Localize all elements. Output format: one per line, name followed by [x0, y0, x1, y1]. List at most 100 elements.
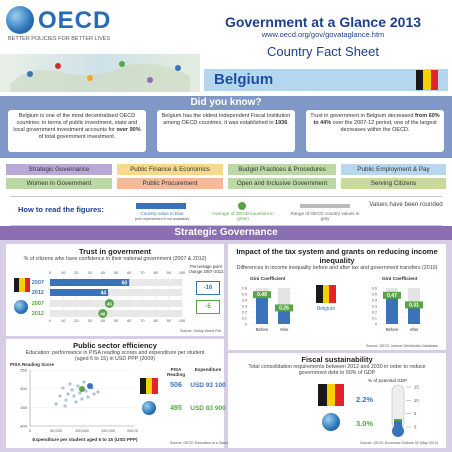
- tax-tick: 0.2: [242, 311, 247, 315]
- topic-serving-citizens[interactable]: Serving Citizens: [341, 178, 446, 189]
- topic-public-finance[interactable]: Public Finance & Economics: [117, 164, 223, 175]
- tax-title: Impact of the tax system and grants on r…: [236, 247, 438, 265]
- tax-tick: 0.4: [242, 299, 247, 303]
- fiscal-tick: 10: [414, 398, 419, 403]
- trust-range-bar: [50, 289, 182, 296]
- tax-bar-label: After: [410, 327, 419, 332]
- trust-oecd-dot: [104, 299, 114, 308]
- efficiency-x-tick: 150,000: [101, 429, 115, 433]
- trust-subtitle: % of citizens who have confidence in the…: [23, 256, 207, 262]
- tax-value-tag: [405, 301, 423, 309]
- tax-tick: 0.1: [372, 317, 377, 321]
- tax-bar: [386, 295, 398, 324]
- page-title: Government at a Glance 2013: [224, 14, 422, 30]
- efficiency-source: Source: OECD Education at a Glance 2012: [170, 441, 240, 445]
- fact-3-highlight: from 60% to 44%: [313, 113, 440, 126]
- trust-year-label: 2012: [32, 311, 44, 317]
- efficiency-subtitle: Education: performance in PISA reading s…: [25, 350, 205, 362]
- trust-year-label: 2007: [32, 280, 44, 286]
- fiscal-oecd-logo-icon: [322, 413, 340, 431]
- fact-1-tail: of total government investment.: [38, 134, 116, 140]
- legend-rounded-text: Values have been rounded: [369, 201, 443, 208]
- trust-chart: 0 10 20 30 40 50 60 70 80 90 100 0 10 20 30 40 50 60 70 80…: [32, 271, 185, 323]
- tax-value-label: 0.47: [387, 293, 397, 299]
- efficiency-x-tick: 200,000: [127, 429, 138, 433]
- oecd-logo-tagline: BETTER POLICIES FOR BETTER LIVES: [8, 36, 111, 42]
- trust-tick-top: 30: [87, 271, 91, 275]
- fiscal-country-fill: [394, 421, 402, 427]
- trust-tick-top: 70: [140, 271, 144, 275]
- fact-card-3: Trust in government in Belgium decreased…: [306, 110, 444, 152]
- tax-left-title: Gini Coefficient: [250, 277, 286, 282]
- tax-tick: 0.1: [242, 317, 247, 321]
- tax-bar: [278, 308, 290, 324]
- trust-tick-top: 20: [74, 271, 78, 275]
- tax-bar: [408, 305, 420, 324]
- tax-tick: 0.4: [372, 299, 377, 303]
- trust-tick-top: 0: [49, 271, 51, 275]
- tax-right-title: Gini Coefficient: [382, 277, 418, 282]
- did-you-know-title: Did you know?: [190, 97, 262, 108]
- fiscal-country-value: 2.2%: [356, 395, 374, 404]
- page-url-link[interactable]: www.oecd.org/gov/govataglance.htm: [261, 30, 385, 39]
- legend-range-bar: [300, 204, 350, 208]
- legend-country-note: (not represented if not available): [134, 217, 190, 221]
- fiscal-tick: 15: [414, 385, 419, 390]
- efficiency-y-tick: 450: [20, 405, 27, 410]
- efficiency-oecd-logo-icon: [142, 401, 156, 415]
- topic-open-government[interactable]: Open and Inclusive Government: [228, 178, 336, 189]
- trust-range-bar: [50, 310, 182, 317]
- country-banner: [204, 69, 448, 91]
- fact-card-2: Belgium has the oldest Independent Fisca…: [157, 110, 295, 152]
- tax-value-label: 0.26: [279, 305, 289, 311]
- efficiency-panel: [6, 339, 224, 448]
- trust-year-label: 2012: [32, 290, 44, 296]
- topic-public-procurement[interactable]: Public Procurement: [117, 178, 223, 189]
- trust-tick-bottom: 20: [74, 319, 78, 323]
- topic-strategic-governance[interactable]: Strategic Governance: [6, 164, 112, 175]
- efficiency-oecd-point: [76, 384, 80, 388]
- trust-tick-bottom: 90: [167, 319, 171, 323]
- trust-oecd-logo-icon: [14, 300, 28, 314]
- trust-range-bar: [50, 300, 182, 307]
- trust-bar-label: 44: [101, 291, 107, 297]
- trust-oecd-label: 40: [100, 311, 105, 316]
- topic-public-employment[interactable]: Public Employment & Pay: [341, 164, 446, 175]
- tax-bar-label: Before: [256, 327, 269, 332]
- topic-women-in-government[interactable]: Women in Government: [6, 178, 112, 189]
- tax-tick: 0.5: [372, 293, 377, 297]
- efficiency-x-tick: 0: [29, 429, 31, 433]
- efficiency-oecd-point: [64, 398, 68, 402]
- efficiency-country-point: [87, 383, 93, 389]
- fiscal-bulb: [392, 425, 404, 437]
- efficiency-oecd-pisa: 495: [170, 405, 182, 412]
- tax-legend: Belgium: [316, 306, 336, 312]
- efficiency-y-tick: 550: [20, 368, 27, 373]
- fact-2-tail: .: [287, 120, 289, 126]
- page-subtitle: Country Fact Sheet: [267, 44, 379, 59]
- efficiency-oecd-point: [63, 404, 67, 408]
- trust-tick-bottom: 0: [49, 319, 51, 323]
- trust-tick-top: 100: [179, 271, 185, 275]
- efficiency-oecd-point: [70, 388, 74, 392]
- trust-change-label: Percentage point change 2007-2012: [188, 264, 224, 274]
- section-header: [0, 226, 452, 240]
- topic-budget-practices[interactable]: Budget Practices & Procedures: [228, 164, 336, 175]
- trust-oecd-label: 45: [107, 301, 112, 306]
- legend-country-text: Country value in blue: [140, 211, 184, 216]
- efficiency-y-tick: 500: [20, 386, 27, 391]
- trust-tick-top: 80: [153, 271, 157, 275]
- efficiency-oecd-point: [66, 392, 70, 396]
- fact-card-1: Belgium is one of the most decentralised…: [8, 110, 146, 152]
- tax-tick: 0: [245, 323, 247, 327]
- tax-tick: 0.5: [242, 293, 247, 297]
- efficiency-col-exp: Expenditure: [194, 367, 222, 372]
- tax-tick: 0: [375, 323, 377, 327]
- efficiency-oecd-point: [82, 380, 86, 384]
- trust-tick-top: 90: [167, 271, 171, 275]
- tax-bar: [256, 295, 268, 324]
- fiscal-axis-title: % of potential GDP: [368, 378, 408, 383]
- efficiency-flag-icon: [140, 378, 158, 394]
- trust-tick-top: 40: [101, 271, 105, 275]
- trust-oecd-dot: [98, 309, 108, 318]
